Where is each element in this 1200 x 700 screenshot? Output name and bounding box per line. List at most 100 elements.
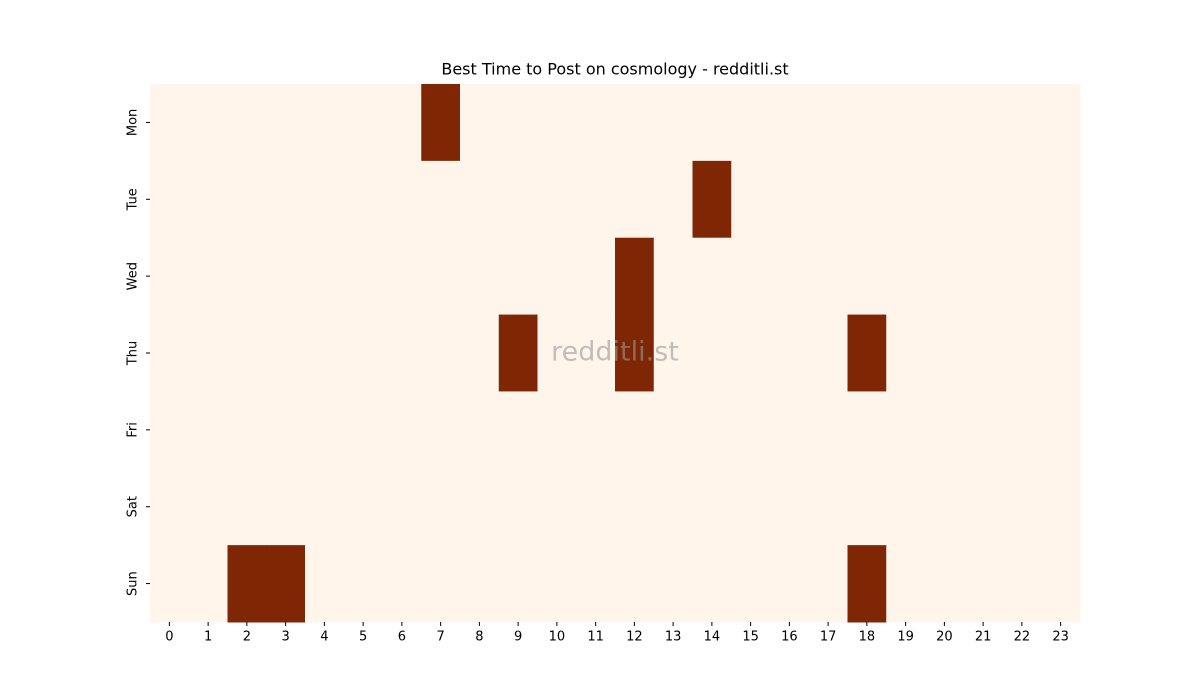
heatmap-cell — [460, 314, 500, 392]
heatmap-cell — [305, 391, 345, 469]
heatmap-cell — [150, 545, 190, 623]
heatmap-cell — [266, 391, 306, 469]
heatmap-cell — [731, 160, 771, 239]
heatmap-cell — [692, 391, 732, 469]
heatmap-cell — [266, 237, 306, 316]
heatmap-cell — [305, 237, 345, 316]
heatmap-cell — [382, 545, 422, 623]
x-tick-label: 15 — [742, 630, 759, 645]
x-tick-label: 6 — [398, 630, 406, 645]
heatmap-cell — [460, 545, 500, 623]
heatmap-cell — [653, 84, 693, 162]
chart-title: Best Time to Post on cosmology - redditl… — [441, 60, 788, 79]
x-tick-label: 22 — [1014, 630, 1031, 645]
heatmap-cell — [1002, 84, 1042, 162]
x-tick-label: 0 — [165, 630, 173, 645]
x-tick-label: 21 — [975, 630, 992, 645]
heatmap-cell — [1002, 237, 1042, 316]
heatmap-cell — [460, 84, 500, 162]
heatmap-cell — [692, 237, 732, 316]
heatmap-cell — [847, 391, 887, 469]
heatmap-cell — [1041, 160, 1081, 239]
heatmap-cell — [1041, 237, 1081, 316]
heatmap-cell — [692, 314, 732, 392]
heatmap-cell — [150, 468, 190, 546]
y-tick-label: Sun — [126, 571, 141, 596]
heatmap-cell — [1002, 160, 1042, 239]
heatmap-cell — [731, 237, 771, 316]
heatmap-cell — [963, 160, 1003, 239]
heatmap-cell — [925, 468, 965, 546]
heatmap-cell — [963, 314, 1003, 392]
x-tick-label: 17 — [820, 630, 837, 645]
heatmap-cell — [886, 545, 926, 623]
heatmap-cell — [847, 160, 887, 239]
heatmap-cell — [421, 160, 461, 239]
heatmap-cell — [537, 84, 577, 162]
heatmap-cell — [963, 84, 1003, 162]
heatmap-cell — [731, 84, 771, 162]
heatmap-cell — [1002, 314, 1042, 392]
heatmap-cell — [808, 84, 848, 162]
heatmap-cell — [305, 545, 345, 623]
x-tick-label: 1 — [204, 630, 212, 645]
heatmap-cell — [653, 545, 693, 623]
heatmap-cell — [460, 160, 500, 239]
heatmap-cell — [770, 237, 810, 316]
heatmap-cell — [421, 237, 461, 316]
heatmap-cell — [615, 314, 655, 392]
heatmap-cell — [382, 314, 422, 392]
heatmap-cell — [421, 468, 461, 546]
heatmap-cell — [188, 545, 228, 623]
heatmap-cell — [576, 237, 616, 316]
x-tick-label: 19 — [897, 630, 914, 645]
heatmap-cell — [498, 237, 538, 316]
heatmap-cell — [305, 84, 345, 162]
heatmap-cell — [537, 391, 577, 469]
heatmap-cell — [421, 84, 461, 162]
heatmap-cell — [150, 84, 190, 162]
heatmap-cell — [343, 237, 383, 316]
heatmap-cell — [266, 160, 306, 239]
heatmap-cell — [188, 391, 228, 469]
heatmap-cell — [537, 160, 577, 239]
heatmap-cell — [692, 468, 732, 546]
heatmap-cell — [498, 160, 538, 239]
heatmap-cell — [1041, 468, 1081, 546]
x-tick-label: 9 — [514, 630, 522, 645]
x-tick-label: 16 — [781, 630, 798, 645]
heatmap-cell — [460, 237, 500, 316]
x-tick-label: 8 — [475, 630, 483, 645]
heatmap-cell — [847, 84, 887, 162]
heatmap-cell — [847, 468, 887, 546]
heatmap-cell — [615, 391, 655, 469]
heatmap-cell — [770, 545, 810, 623]
heatmap-cell — [886, 84, 926, 162]
heatmap-cell — [615, 160, 655, 239]
heatmap-cell — [305, 160, 345, 239]
heatmap-cell — [847, 314, 887, 392]
heatmap-cell — [537, 545, 577, 623]
heatmap-cell — [421, 314, 461, 392]
heatmap-cell — [305, 314, 345, 392]
heatmap-cell — [576, 160, 616, 239]
heatmap-cell — [227, 391, 267, 469]
heatmap-cell — [576, 468, 616, 546]
heatmap-cell — [382, 84, 422, 162]
heatmap-cell — [847, 237, 887, 316]
x-tick-label: 2 — [243, 630, 251, 645]
x-tick-label: 5 — [359, 630, 367, 645]
heatmap-cell — [886, 314, 926, 392]
heatmap-cell — [421, 545, 461, 623]
heatmap-cell — [382, 160, 422, 239]
heatmap-cell — [1041, 391, 1081, 469]
heatmap-cell — [460, 468, 500, 546]
heatmap-cell — [227, 160, 267, 239]
heatmap-cell — [305, 468, 345, 546]
heatmap-cell — [382, 468, 422, 546]
heatmap-cell — [653, 160, 693, 239]
heatmap-cell — [731, 314, 771, 392]
heatmap-cell — [963, 545, 1003, 623]
heatmap-cell — [498, 84, 538, 162]
heatmap-cell — [576, 545, 616, 623]
